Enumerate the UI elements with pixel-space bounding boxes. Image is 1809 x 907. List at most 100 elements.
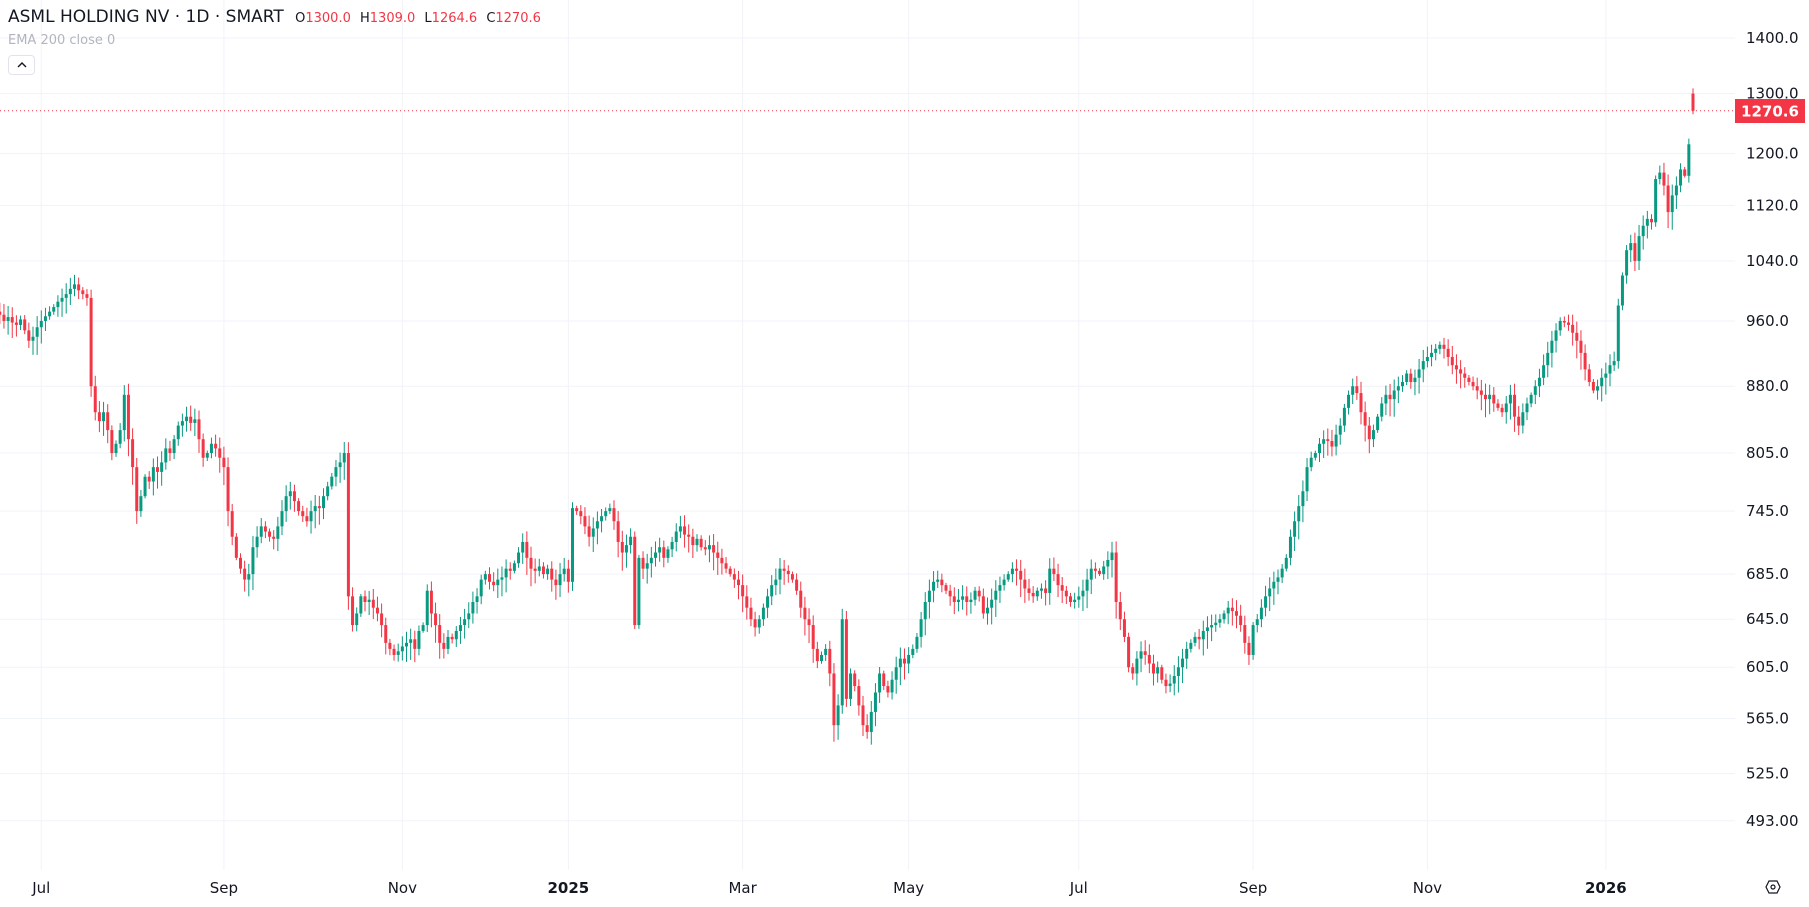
candle-body (35, 327, 39, 337)
candle-body (1579, 340, 1583, 353)
time-axis[interactable]: Jul Sep Nov 2025 Mar May Jul Sep Nov 2026 (31, 879, 1626, 897)
candle-body (637, 557, 641, 626)
candle-up (757, 615, 761, 634)
candle-body (1679, 169, 1683, 186)
candle-down (1044, 580, 1048, 606)
candle-down (612, 500, 616, 530)
x-tick-label: Sep (1239, 879, 1267, 897)
symbol-title: ASML HOLDING NV · 1D · SMART (8, 7, 284, 27)
candle-body (1342, 407, 1346, 426)
candle-down (226, 457, 230, 527)
candle-up (674, 523, 678, 552)
candle-down (392, 644, 396, 661)
candle-down (712, 534, 716, 571)
candle-body (720, 557, 724, 564)
candle-down (981, 588, 985, 619)
candle-up (425, 584, 429, 633)
x-tick-label: Nov (1413, 879, 1442, 897)
candle-body (1625, 250, 1629, 276)
candle-body (288, 491, 292, 497)
candle-down (583, 507, 587, 535)
candle-up (907, 647, 911, 674)
ema-indicator-label[interactable]: EMA 200 close 0 (8, 33, 116, 48)
candle-down (753, 611, 757, 637)
candle-up (670, 536, 674, 558)
price-axis[interactable]: 1400.0 1300.0 1200.0 1120.0 1040.0 960.0 880.0… (1746, 29, 1799, 830)
candle-body (284, 496, 288, 512)
candle-up (1176, 656, 1180, 693)
candle-body (1363, 412, 1367, 426)
candle-body (1517, 416, 1521, 426)
candle-down (1243, 615, 1247, 654)
candle-down (1019, 559, 1023, 598)
candle-up (923, 592, 927, 636)
candle-down (234, 533, 238, 561)
candle-up (31, 326, 35, 355)
candle-down (97, 401, 101, 433)
candle-down (371, 588, 375, 620)
chart-settings-button[interactable] (1763, 878, 1783, 896)
candle-body (1226, 607, 1230, 614)
candle-body (761, 607, 765, 620)
candle-body (417, 630, 421, 649)
candle-body (463, 619, 467, 626)
candle-body (1567, 322, 1570, 325)
candle-down (1152, 654, 1155, 686)
ohlc-values: O1300.0 H1309.0 L1264.6 C1270.6 (295, 11, 546, 26)
candle-body (1417, 369, 1421, 378)
candle-body (579, 511, 583, 517)
candle-down (782, 559, 786, 585)
candle-body (554, 579, 558, 586)
candle-body (927, 590, 931, 602)
candle-up (1218, 614, 1222, 628)
candle-body (483, 574, 487, 580)
candle-body (43, 316, 47, 321)
candle-down (1122, 611, 1126, 643)
candle-body (27, 330, 31, 341)
candle-body (131, 439, 135, 468)
candle-body (197, 419, 201, 440)
candle-up (678, 515, 682, 539)
candle-body (1666, 185, 1670, 213)
candle-body (168, 448, 172, 454)
candle-up (558, 562, 562, 597)
candle-body (89, 297, 93, 387)
candle-down (575, 505, 579, 515)
candle-up (205, 450, 209, 462)
candle-up (956, 588, 960, 612)
candle-up (330, 472, 334, 490)
candle-down (1015, 559, 1019, 586)
candle-body (1201, 630, 1205, 640)
candle-up (1384, 385, 1388, 416)
candle-up (1259, 599, 1263, 628)
candle-up (1625, 245, 1629, 284)
candle-down (1562, 316, 1566, 328)
candle-body (766, 596, 770, 608)
candle-body (1044, 588, 1048, 593)
candle-up (6, 305, 10, 335)
y-tick-label: 685.0 (1746, 565, 1789, 583)
candle-body (1351, 386, 1355, 395)
candle-up (479, 574, 483, 605)
candle-up (1293, 511, 1297, 551)
high-value: 1309.0 (369, 11, 416, 26)
candle-body (243, 568, 247, 580)
candle-up (1181, 648, 1185, 684)
candle-body (645, 563, 649, 569)
candle-up (1010, 562, 1014, 583)
candle-up (500, 566, 504, 597)
candle-body (898, 658, 902, 668)
candle-body (102, 412, 106, 422)
candle-body (342, 453, 346, 463)
candle-body (1454, 365, 1458, 370)
candle-body (687, 534, 691, 537)
candle-body (1288, 536, 1292, 558)
candle-down (413, 630, 417, 663)
candle-body (52, 307, 56, 312)
candle-up (537, 558, 541, 577)
collapse-legend-button[interactable] (8, 55, 35, 75)
candle-up (1110, 541, 1114, 578)
candle-up (666, 546, 670, 563)
candle-up (259, 518, 263, 544)
